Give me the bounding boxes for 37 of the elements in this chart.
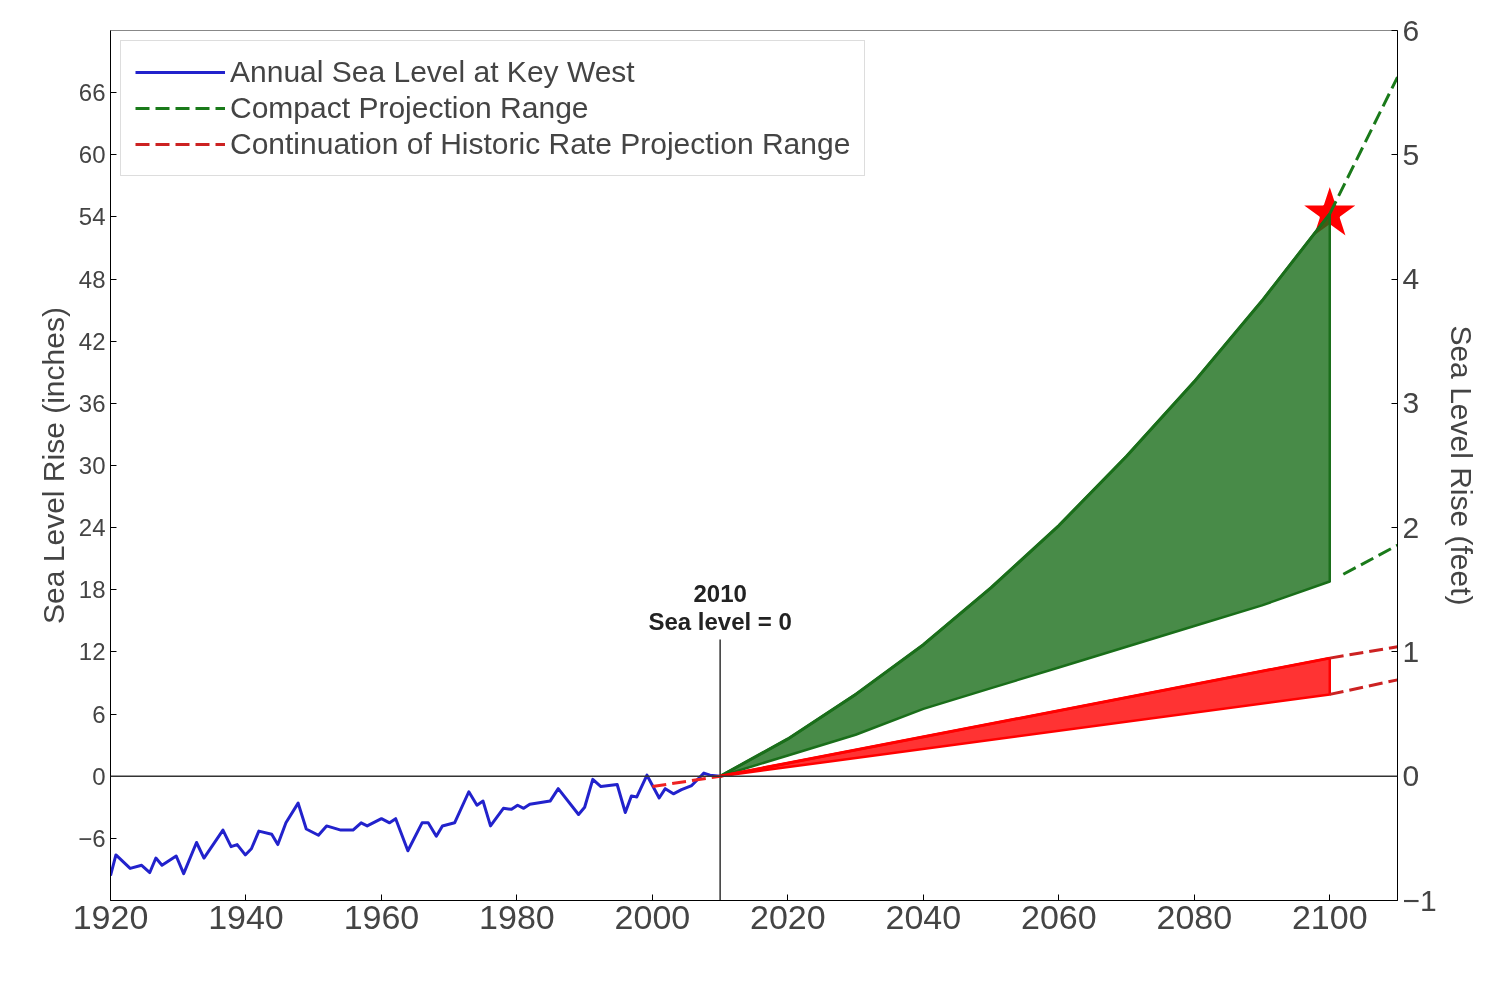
x-tick-label: 1960 — [343, 897, 420, 936]
y-tick-label: 42 — [78, 327, 106, 355]
x-tick-label: 2040 — [885, 897, 962, 936]
x-tick-label: 2100 — [1291, 897, 1368, 936]
y-tick-label: 66 — [78, 79, 106, 107]
y2-axis-title: Sea Level Rise (feet) — [1444, 325, 1478, 606]
y-tick-label: −6 — [78, 824, 106, 852]
y-tick-label: 6 — [92, 700, 106, 728]
y2-tick-label: 0 — [1402, 759, 1420, 793]
x-tick-label: 1980 — [479, 897, 555, 936]
y2-tick-label: −1 — [1402, 883, 1437, 917]
y-tick-label: 60 — [78, 141, 106, 169]
legend-label: Annual Sea Level at Key West — [230, 55, 635, 89]
x-tick-label: 1940 — [208, 897, 284, 936]
legend-label: Continuation of Historic Rate Projection Range — [230, 127, 851, 161]
y-tick-label: 18 — [78, 576, 106, 604]
ref-line-label: 2010 Sea level = 0 — [648, 580, 792, 636]
y-tick-label: 30 — [78, 452, 106, 479]
y-tick-label: 24 — [78, 514, 106, 542]
y-axis-title: Sea Level Rise (inches) — [37, 307, 71, 624]
y2-tick-label: 3 — [1402, 386, 1420, 420]
x-tick-label: 2060 — [1021, 897, 1097, 936]
x-tick-label: 1920 — [72, 897, 149, 936]
legend-label: Compact Projection Range — [230, 91, 589, 125]
y-tick-label: 36 — [78, 389, 106, 417]
y2-tick-label: 5 — [1402, 137, 1420, 171]
y-tick-label: 0 — [92, 762, 106, 790]
y-tick-label: 54 — [78, 203, 106, 231]
x-tick-label: 2080 — [1156, 897, 1233, 936]
x-tick-label: 2000 — [614, 897, 691, 936]
y2-tick-label: 1 — [1402, 634, 1420, 668]
x-tick-label: 2020 — [750, 897, 826, 936]
y-tick-label: 48 — [78, 265, 106, 293]
y2-tick-label: 4 — [1402, 262, 1420, 296]
y-tick-label: 12 — [78, 638, 106, 666]
y2-tick-label: 6 — [1402, 13, 1420, 47]
y2-tick-label: 2 — [1402, 510, 1420, 544]
